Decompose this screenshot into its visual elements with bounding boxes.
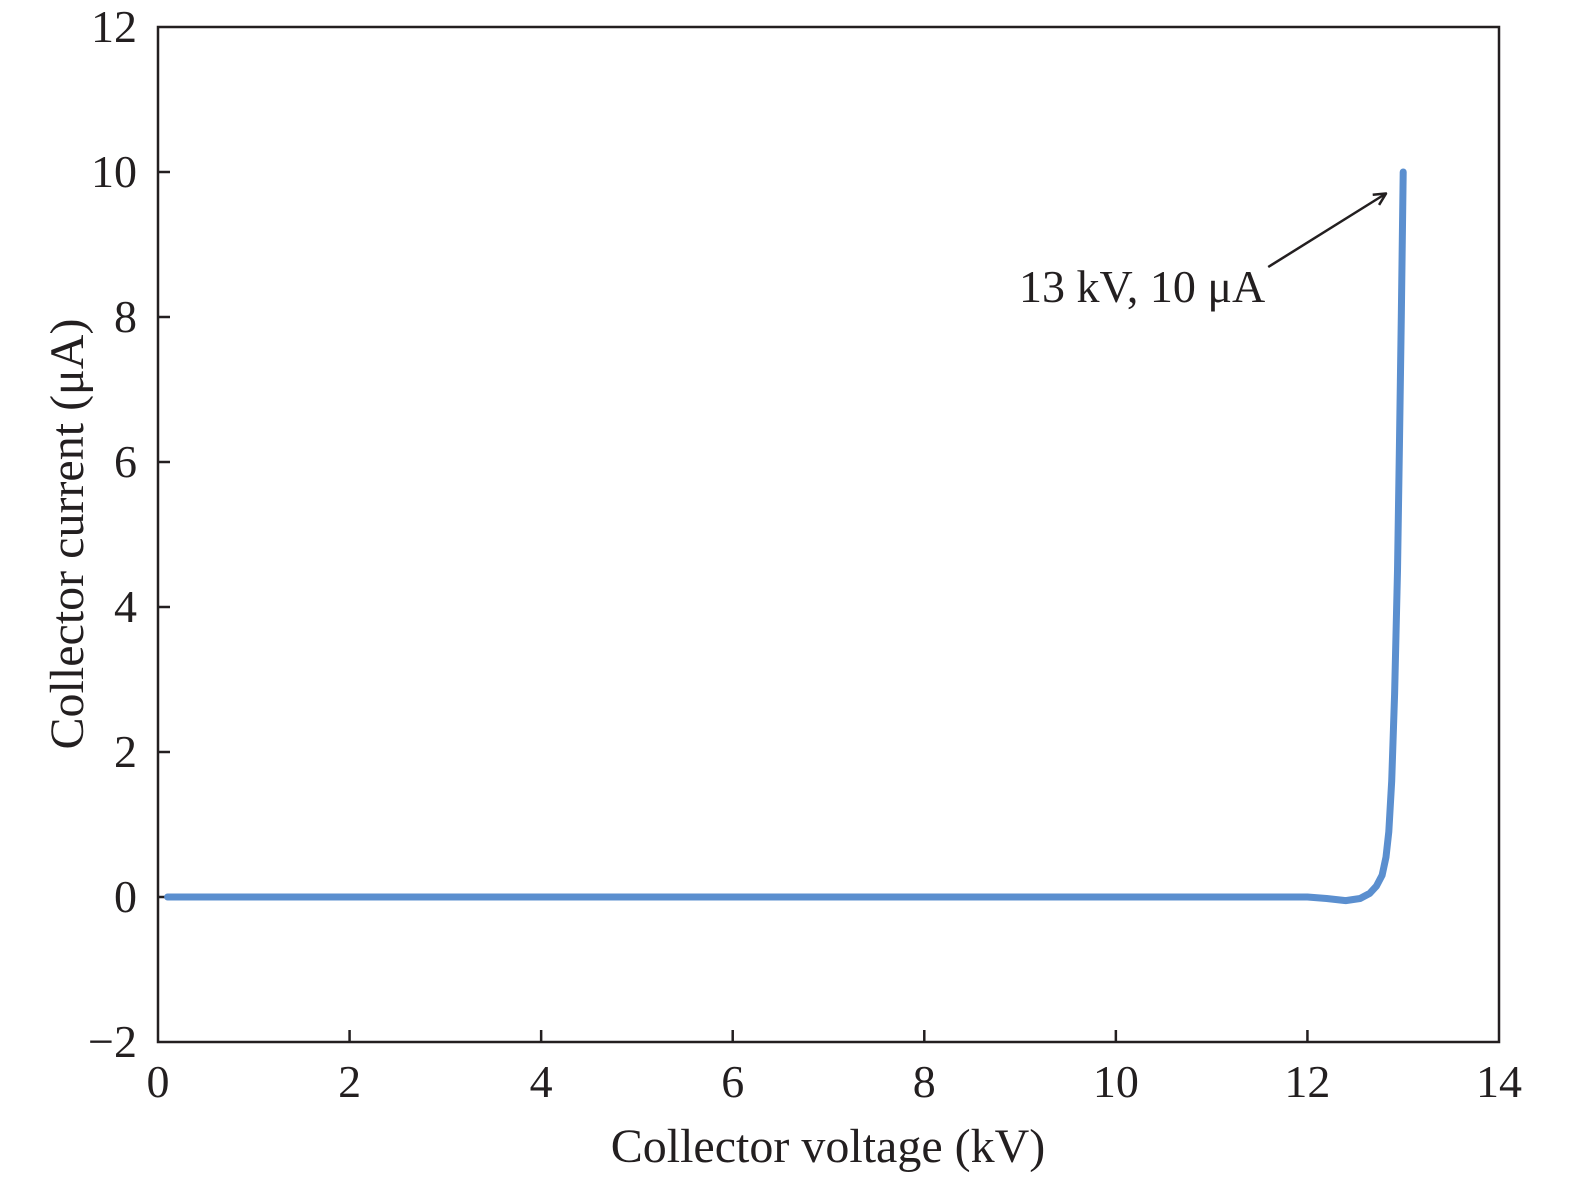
x-tick-label: 12	[1284, 1056, 1330, 1107]
y-tick-label: 12	[91, 1, 137, 52]
y-tick-label: 4	[114, 581, 137, 632]
x-axis-title: Collector voltage (kV)	[611, 1120, 1046, 1173]
y-tick-label: 10	[91, 146, 137, 197]
annotation-layer: 13 kV, 10 μA	[1019, 194, 1385, 312]
series-layer	[164, 168, 1407, 905]
y-tick-label: 2	[114, 726, 137, 777]
y-tick-label: −2	[88, 1016, 137, 1067]
y-axis-title: Collector current (μA)	[41, 319, 94, 750]
plot-area	[156, 25, 1501, 1044]
annotation-label: 13 kV, 10 μA	[1019, 261, 1265, 312]
annotation-arrow	[1267, 194, 1385, 269]
x-tick-label: 8	[913, 1056, 936, 1107]
x-tick-label: 4	[530, 1056, 553, 1107]
x-tick-label: 10	[1093, 1056, 1139, 1107]
x-tick-label: 6	[721, 1056, 744, 1107]
x-tick-label: 14	[1476, 1056, 1522, 1107]
y-tick-label: 6	[114, 436, 137, 487]
y-tick-label: 8	[114, 291, 137, 342]
x-axis-ticks: 0 2 4 6 8 10 12 14	[147, 1030, 1522, 1107]
x-tick-label: 0	[147, 1056, 170, 1107]
y-axis-ticks: −2 0 2 4 6 8 10 12	[88, 1, 170, 1067]
series-line	[164, 168, 1407, 905]
x-tick-label: 2	[338, 1056, 361, 1107]
y-tick-label: 0	[114, 871, 137, 922]
